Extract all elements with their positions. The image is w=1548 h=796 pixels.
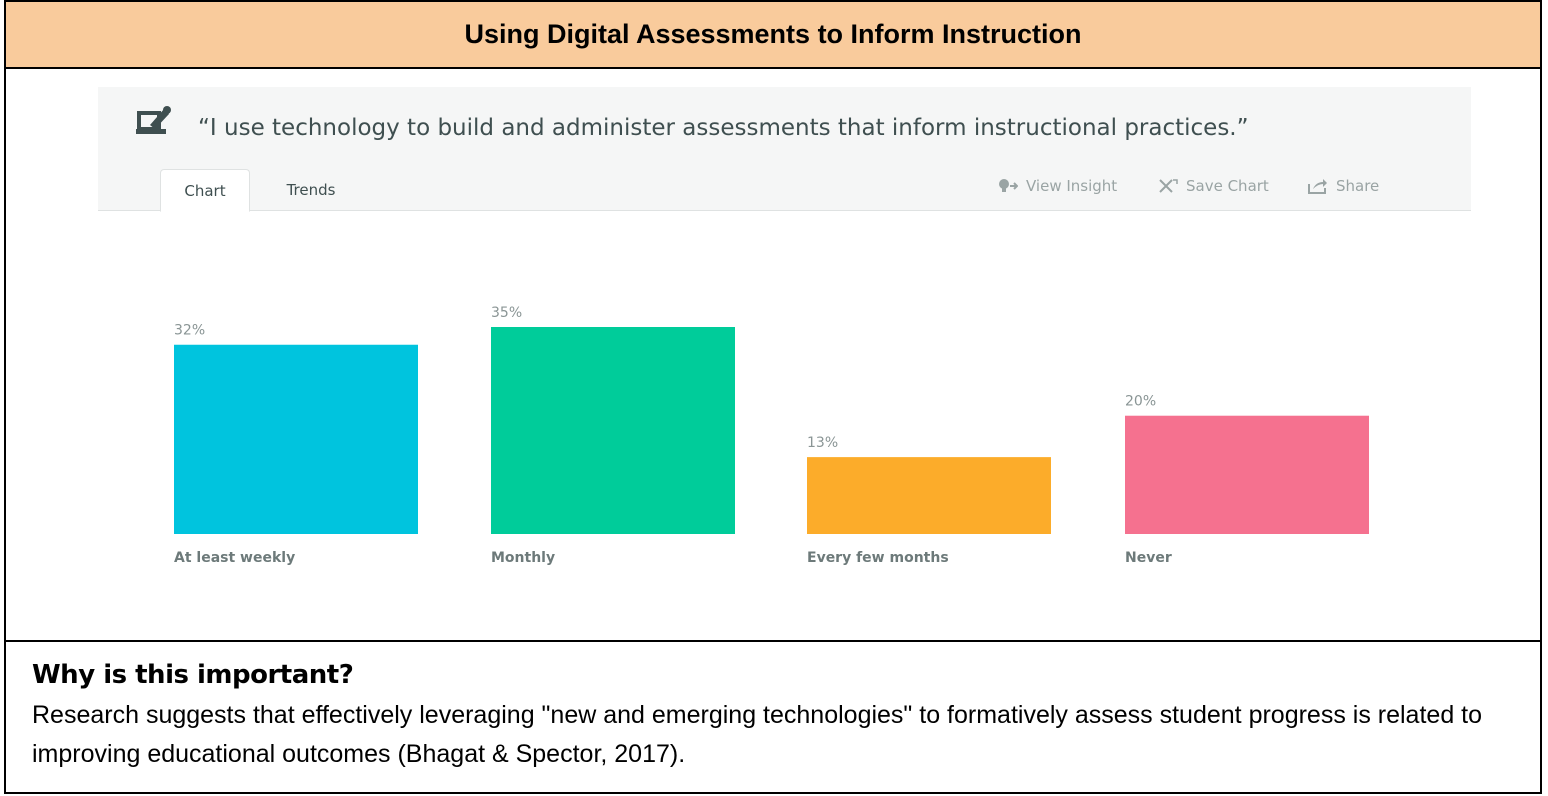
- laptop-pen-icon: [136, 106, 171, 134]
- page-title: Using Digital Assessments to Inform Inst…: [464, 19, 1082, 49]
- category-label: Every few months: [807, 550, 949, 566]
- category-label: Monthly: [491, 550, 555, 566]
- share-label: Share: [1336, 177, 1380, 195]
- explanation-heading: Why is this important?: [32, 660, 354, 690]
- tab-chart-label: Chart: [184, 181, 226, 200]
- category-label: Never: [1125, 550, 1172, 566]
- share-icon: [1308, 179, 1327, 194]
- data-label: 13%: [807, 435, 838, 451]
- tab-trends-label: Trends: [286, 181, 336, 199]
- view-insight-label: View Insight: [1026, 177, 1118, 195]
- save-chart-icon: [1159, 179, 1178, 193]
- survey-statement: “I use technology to build and administe…: [198, 115, 1249, 141]
- data-label: 32%: [174, 323, 205, 339]
- view-insight-button[interactable]: View Insight: [998, 177, 1117, 195]
- tab-chart[interactable]: Chart: [160, 169, 250, 212]
- save-chart-button[interactable]: Save Chart: [1158, 177, 1269, 195]
- title-bar: Using Digital Assessments to Inform Inst…: [6, 2, 1540, 69]
- data-label: 35%: [491, 305, 522, 321]
- bar-every-few-months[interactable]: [807, 457, 1051, 534]
- explanation-section: Why is this important? Research suggests…: [6, 640, 1540, 796]
- explanation-body: Research suggests that effectively lever…: [32, 701, 1483, 768]
- quote-panel: “I use technology to build and administe…: [98, 87, 1471, 212]
- data-label: 20%: [1125, 394, 1156, 410]
- save-chart-label: Save Chart: [1186, 177, 1269, 195]
- tab-trends[interactable]: Trends: [266, 169, 356, 211]
- bar-chart: 32% At least weekly 35% Monthly 13% Every few…: [174, 305, 1369, 566]
- insight-icon: [999, 179, 1018, 192]
- bar-monthly[interactable]: [491, 327, 735, 534]
- category-label: At least weekly: [174, 550, 295, 566]
- bar-never[interactable]: [1125, 415, 1369, 534]
- chart-area: “I use technology to build and administe…: [6, 69, 1540, 640]
- share-button[interactable]: Share: [1308, 177, 1379, 195]
- bar-at-least-weekly[interactable]: [174, 344, 418, 534]
- infographic-frame: Using Digital Assessments to Inform Inst…: [4, 0, 1542, 794]
